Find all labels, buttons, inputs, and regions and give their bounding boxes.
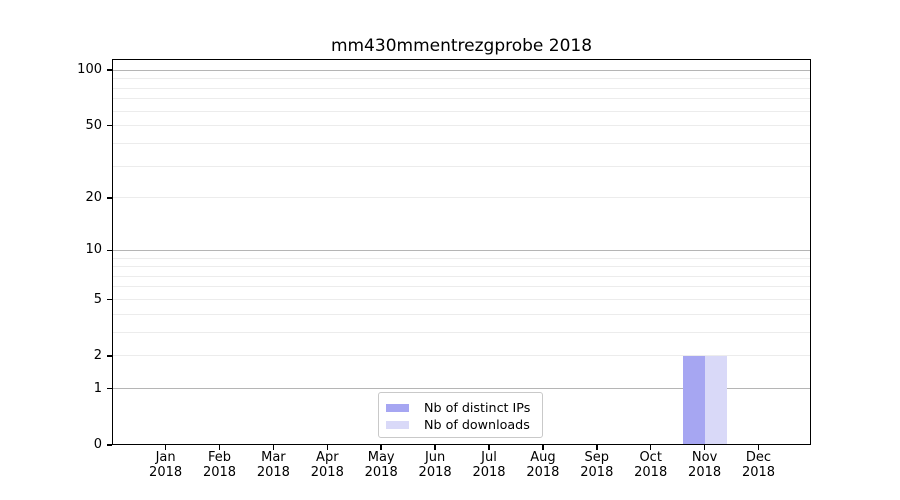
y-tick-mark bbox=[107, 298, 112, 301]
x-tick-label: Sep 2018 bbox=[580, 450, 614, 480]
grid-line-minor bbox=[112, 197, 811, 199]
x-tick-mark bbox=[326, 445, 329, 450]
x-tick-label: Jun 2018 bbox=[418, 450, 452, 480]
x-tick-label: Jul 2018 bbox=[472, 450, 506, 480]
y-tick-mark bbox=[107, 387, 112, 390]
y-tick-mark bbox=[107, 249, 112, 252]
x-tick-label: Dec 2018 bbox=[741, 450, 776, 480]
grid-line-minor bbox=[112, 165, 811, 167]
y-tick-label: 5 bbox=[93, 291, 102, 307]
grid-line-major bbox=[112, 69, 811, 71]
y-tick-mark bbox=[107, 69, 112, 71]
x-tick-mark bbox=[703, 445, 706, 450]
plot-area bbox=[112, 59, 811, 445]
x-tick-mark bbox=[649, 445, 652, 450]
legend-swatch-downloads bbox=[386, 420, 409, 429]
chart-title: mm430mmentrezgprobe 2018 bbox=[330, 36, 593, 56]
y-tick-mark bbox=[107, 444, 112, 446]
y-tick-mark bbox=[107, 355, 112, 357]
grid-line-minor bbox=[112, 110, 811, 112]
x-tick-label: May 2018 bbox=[364, 450, 398, 480]
grid-line-minor bbox=[112, 275, 811, 277]
grid-line-major bbox=[112, 249, 811, 251]
x-tick-label: Oct 2018 bbox=[634, 450, 668, 480]
grid-line-minor bbox=[112, 142, 811, 144]
x-tick-mark bbox=[596, 445, 598, 450]
legend: Nb of distinct IPs Nb of downloads bbox=[378, 392, 543, 438]
x-tick-mark bbox=[380, 445, 382, 450]
x-tick-label: Aug 2018 bbox=[526, 450, 560, 480]
y-tick-label: 0 bbox=[93, 437, 102, 452]
x-tick-label: Jan 2018 bbox=[149, 450, 183, 480]
x-tick-mark bbox=[218, 445, 221, 450]
legend-item-downloads: Nb of downloads bbox=[386, 416, 542, 433]
x-tick-mark bbox=[757, 445, 760, 450]
legend-label-downloads: Nb of downloads bbox=[424, 417, 530, 432]
grid-line-minor bbox=[112, 313, 811, 315]
y-tick-label: 20 bbox=[85, 189, 102, 205]
x-tick-mark bbox=[488, 445, 490, 450]
grid-line-minor bbox=[112, 355, 811, 357]
legend-swatch-distinct-ips bbox=[386, 403, 409, 412]
grid-line-minor bbox=[112, 286, 811, 288]
x-tick-label: Mar 2018 bbox=[256, 450, 290, 480]
y-tick-label: 2 bbox=[93, 347, 102, 363]
y-tick-mark bbox=[107, 124, 112, 127]
grid-line-minor bbox=[112, 87, 811, 89]
grid-line-major bbox=[112, 388, 811, 390]
y-tick-label: 50 bbox=[85, 117, 102, 133]
grid-line-minor bbox=[112, 125, 811, 127]
grid-line-minor bbox=[112, 78, 811, 80]
grid-line-minor bbox=[112, 266, 811, 268]
y-tick-label: 1 bbox=[93, 380, 102, 396]
bar-distinct-ips bbox=[682, 355, 705, 445]
bar-downloads bbox=[704, 355, 727, 445]
grid-line-minor bbox=[112, 299, 811, 300]
grid-line-minor bbox=[112, 98, 811, 100]
x-tick-label: Nov 2018 bbox=[688, 450, 722, 480]
x-tick-mark bbox=[272, 445, 275, 450]
x-tick-label: Feb 2018 bbox=[202, 450, 237, 480]
y-tick-label: 100 bbox=[77, 62, 102, 78]
x-tick-mark bbox=[434, 445, 436, 450]
grid-line-minor bbox=[112, 331, 811, 333]
x-tick-mark bbox=[164, 445, 167, 450]
x-tick-mark bbox=[542, 445, 544, 450]
legend-item-distinct-ips: Nb of distinct IPs bbox=[386, 399, 542, 416]
y-tick-label: 10 bbox=[85, 242, 102, 258]
x-tick-label: Apr 2018 bbox=[310, 450, 344, 480]
legend-label-distinct-ips: Nb of distinct IPs bbox=[424, 400, 531, 415]
y-tick-mark bbox=[107, 197, 112, 199]
grid-line-minor bbox=[112, 257, 811, 259]
